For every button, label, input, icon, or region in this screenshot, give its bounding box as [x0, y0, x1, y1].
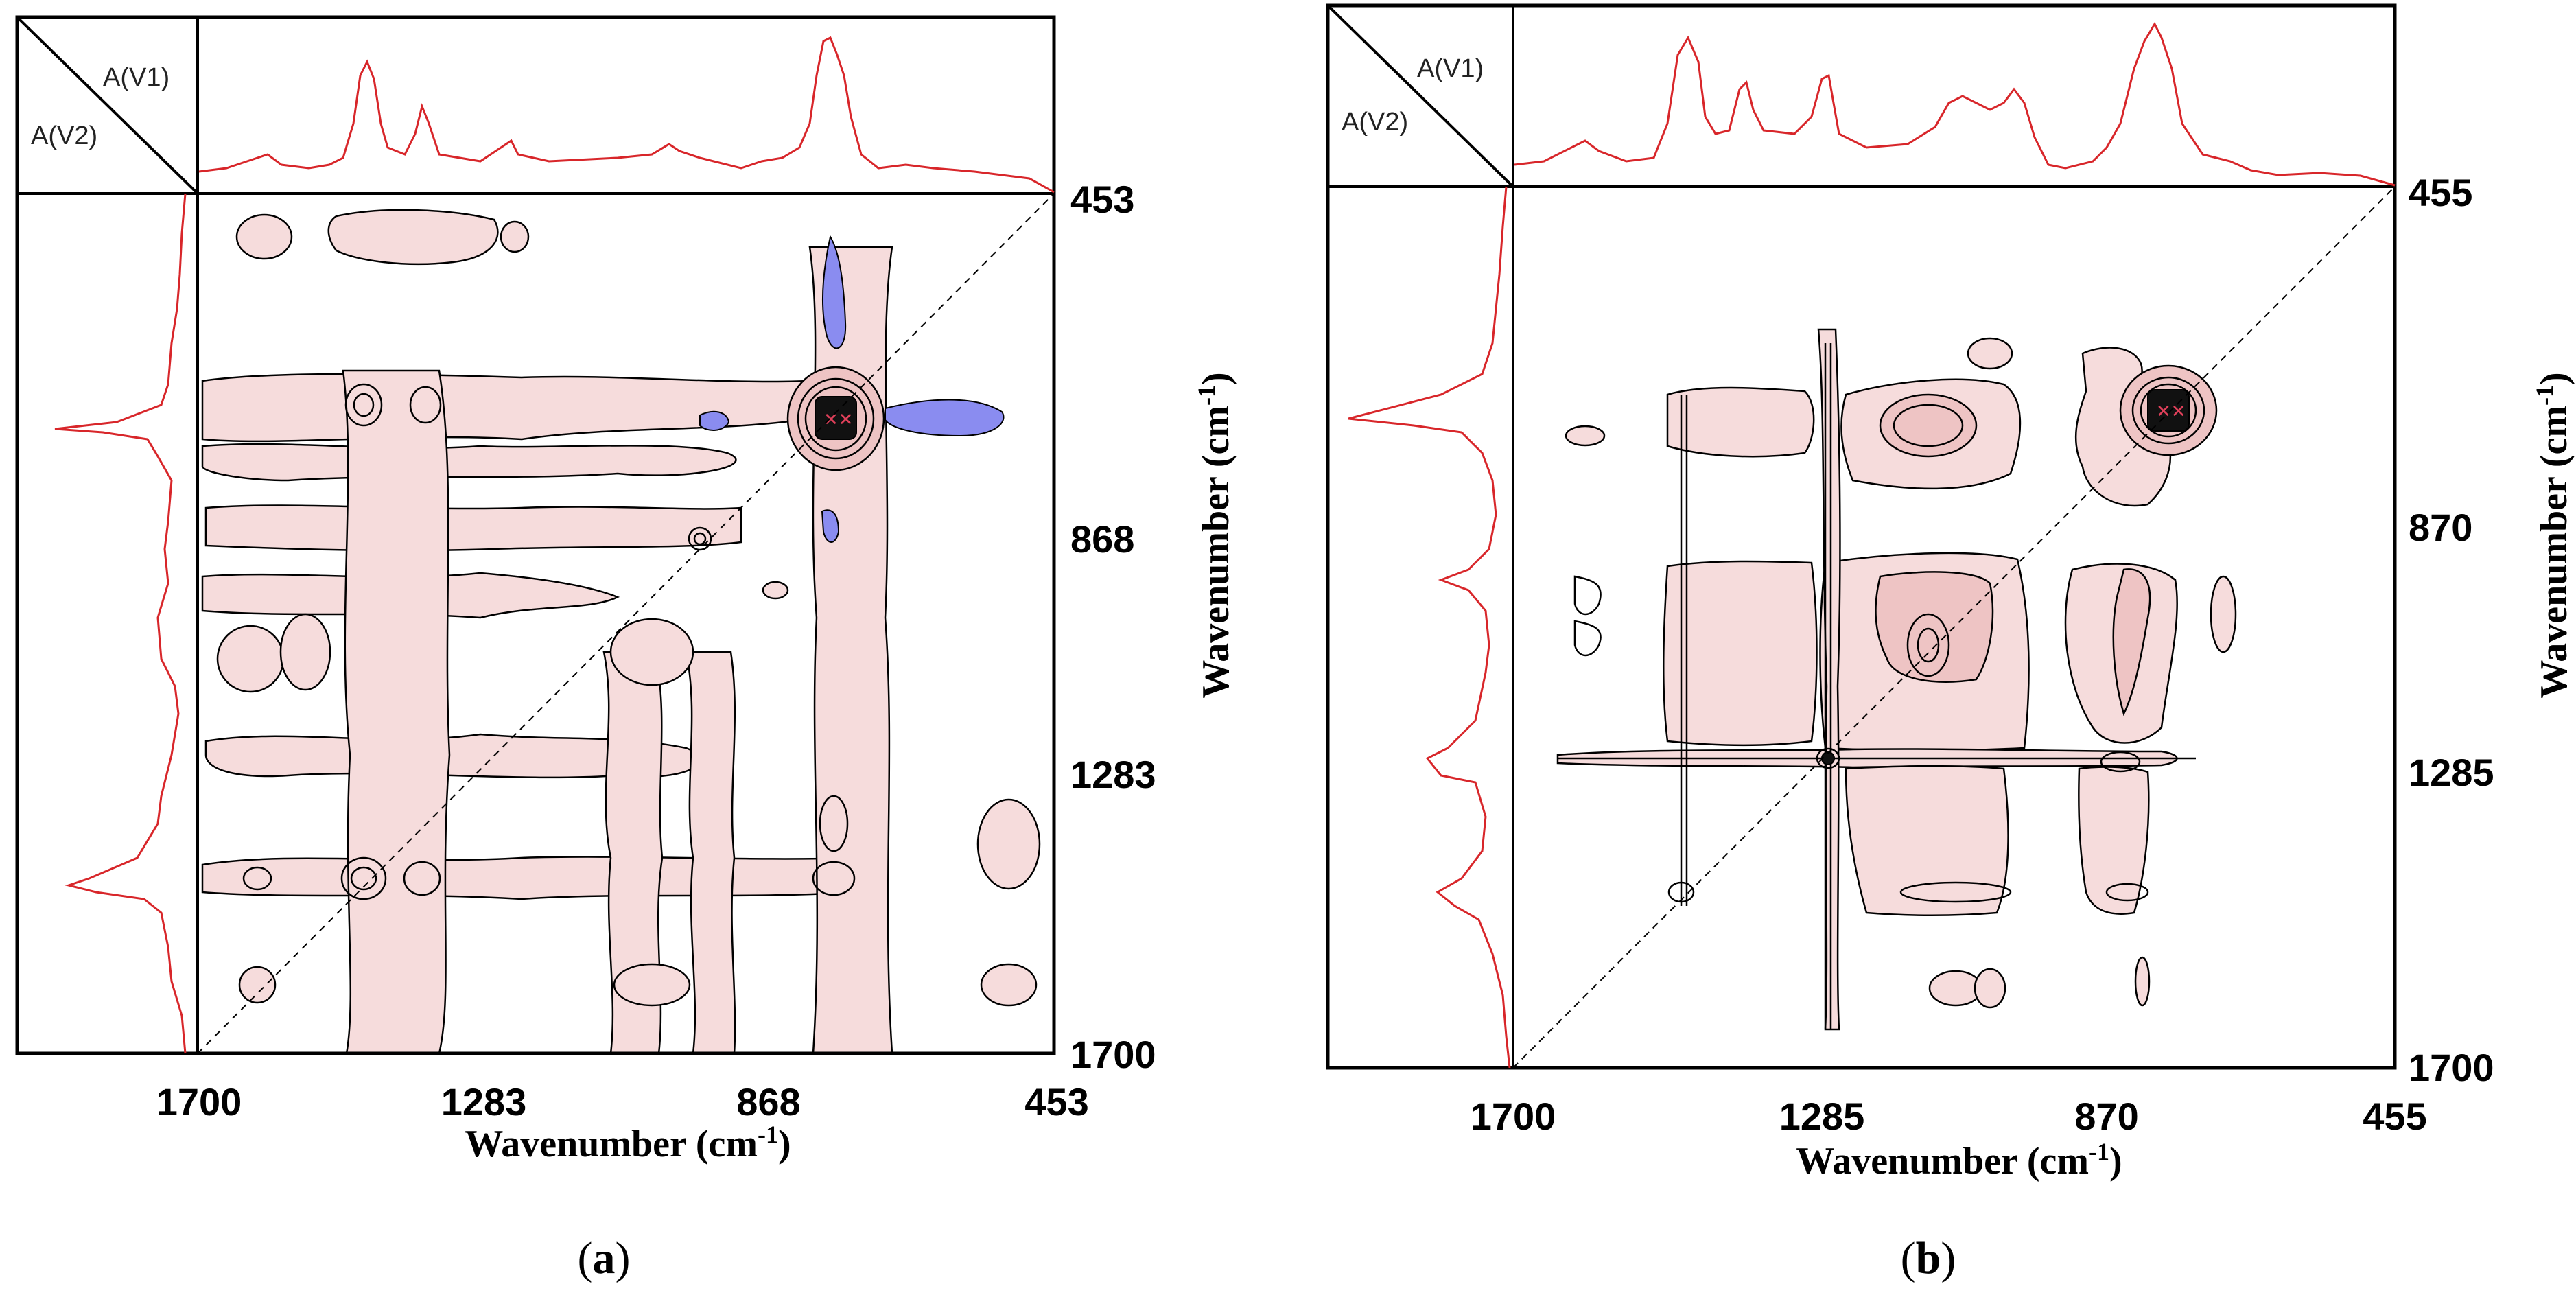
corner-label-top: A(V1): [1417, 54, 1484, 83]
panel-a-contours: ✕✕: [201, 209, 1041, 1055]
left-spectrum: [54, 193, 187, 1054]
top-spectrum: [1514, 21, 2396, 187]
y-tick-label: 455: [2409, 171, 2472, 214]
outer-frame: [15, 15, 1056, 1055]
positive-contour: [201, 373, 811, 443]
x-tick-label: 868: [736, 1080, 800, 1123]
positive-contour: [2210, 575, 2237, 653]
positive-contour: [1845, 765, 2009, 916]
y-tick-label: 453: [1070, 178, 1134, 221]
positive-contour: [1974, 968, 2006, 1009]
positive-contour: [204, 504, 742, 552]
y-tick-label: 1283: [1070, 753, 1156, 796]
panel-label: (a): [578, 1233, 631, 1283]
negative-contour: [822, 235, 847, 349]
y-tick-label: 1285: [2409, 751, 2494, 794]
y-tick-label: 868: [1070, 517, 1134, 561]
y-axis-label: Wavenumber (cm-1): [2531, 372, 2575, 698]
corner-diagonal: [1326, 4, 1514, 188]
positive-contour: [980, 963, 1038, 1007]
y-tick-label: 870: [2409, 506, 2472, 549]
x-tick-label: 453: [1024, 1080, 1088, 1123]
positive-contour: [762, 581, 789, 600]
positive-contour: [1875, 571, 1994, 683]
positive-contour: [238, 966, 277, 1004]
positive-contour: [1565, 425, 1606, 447]
diagonal-line: [1512, 186, 2396, 1069]
positive-contour: [201, 443, 737, 482]
positive-contour: [201, 856, 882, 900]
positive-contour: [1817, 328, 1841, 1031]
negative-contour: [885, 399, 1005, 437]
top-spectrum: [198, 36, 1055, 194]
positive-contour: [1928, 970, 1983, 1007]
positive-contour: [327, 209, 499, 266]
positive-contour: [279, 613, 331, 691]
diagonal-line: [197, 193, 1055, 1054]
panel-a: ✕✕ A(V1): [15, 15, 1237, 1283]
panel-b-contours: ✕✕: [1556, 328, 2237, 1031]
x-tick-label: 1700: [156, 1080, 242, 1123]
outer-frame: [1326, 3, 2397, 1070]
positive-contour: [685, 651, 736, 1055]
x-tick-label: 870: [2074, 1095, 2138, 1138]
positive-contour: [1662, 560, 1818, 747]
positive-contour: [235, 213, 293, 260]
auto-peak-780: ✕✕: [786, 366, 885, 471]
auto-peak-790: ✕✕: [2119, 364, 2218, 456]
x-axis-label: Wavenumber (cm-1): [465, 1121, 791, 1165]
negative-contour: [821, 509, 840, 543]
x-tick-label: 455: [2363, 1095, 2426, 1138]
x-tick-label: 1285: [1779, 1095, 1865, 1138]
positive-contour: [1967, 337, 2013, 370]
corner-label-bottom: A(V2): [31, 121, 97, 150]
positive-contour: [216, 625, 285, 693]
positive-contour: [976, 798, 1041, 890]
svg-text:✕✕: ✕✕: [823, 409, 854, 430]
positive-contour: [613, 963, 691, 1007]
left-spectrum: [1348, 186, 1511, 1069]
positive-contour: [609, 618, 694, 686]
panel-b: ✕✕: [1326, 3, 2575, 1283]
positive-contour: [1666, 386, 1815, 458]
negative-contour: [699, 410, 730, 431]
x-axis-label: Wavenumber (cm-1): [1796, 1138, 2122, 1182]
corner-label-bottom: A(V2): [1342, 108, 1408, 137]
x-tick-label: 1700: [1471, 1095, 1556, 1138]
positive-contour: [1573, 620, 1602, 657]
x-tick-label: 1283: [441, 1080, 527, 1123]
positive-contour: [500, 220, 530, 253]
positive-contour: [2134, 956, 2151, 1007]
y-tick-label: 1700: [2409, 1046, 2494, 1089]
positive-contour: [342, 369, 451, 1055]
cross-peak-lines: [1558, 343, 2196, 1029]
corner-diagonal: [16, 16, 199, 195]
positive-contour: [2078, 766, 2150, 915]
corner-label-top: A(V1): [103, 63, 169, 92]
cross-peak-cluster: [242, 383, 856, 900]
y-axis-label: Wavenumber (cm-1): [1193, 372, 1237, 698]
y-tick-label: 1700: [1070, 1033, 1156, 1076]
positive-contour: [1573, 575, 1602, 616]
panel-label: (b): [1901, 1233, 1956, 1283]
positive-contour: [2112, 568, 2151, 716]
